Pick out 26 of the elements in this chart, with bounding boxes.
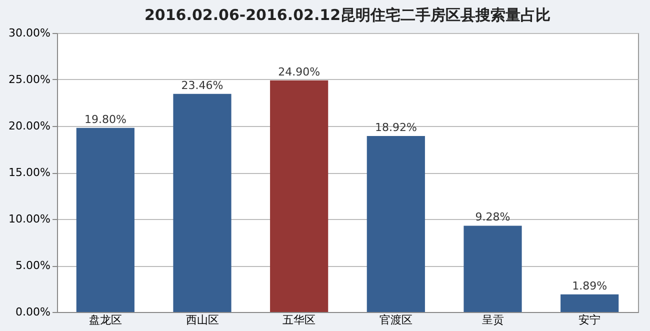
chart-title: 2016.02.06-2016.02.12昆明住宅二手房区县搜索量占比 — [144, 6, 551, 24]
data-label: 1.89% — [572, 279, 608, 292]
y-tick-label: 15.00% — [8, 166, 50, 179]
data-label: 23.46% — [181, 78, 224, 92]
data-label: 18.92% — [374, 121, 417, 134]
bar — [270, 80, 328, 312]
y-tick-label: 0.00% — [16, 306, 50, 318]
x-tick-label: 呈贡 — [482, 314, 504, 326]
y-tick-label: 25.00% — [8, 73, 50, 86]
bar — [366, 136, 425, 312]
data-label: 24.90% — [278, 65, 320, 78]
data-label: 9.28% — [475, 210, 510, 224]
x-tick-label: 安宁 — [578, 314, 601, 326]
data-label: 19.80% — [84, 112, 126, 126]
x-tick-label: 五华区 — [282, 314, 316, 326]
bar — [464, 226, 522, 312]
y-tick-label: 30.00% — [8, 26, 50, 40]
bar — [173, 94, 232, 312]
bar — [76, 128, 134, 312]
x-tick-label: 盘龙区 — [88, 314, 122, 326]
y-tick-label: 20.00% — [8, 120, 50, 132]
bar — [560, 294, 619, 312]
x-tick-label: 西山区 — [186, 314, 219, 326]
y-tick-label: 5.00% — [16, 259, 50, 272]
y-tick-label: 10.00% — [8, 212, 50, 226]
x-tick-label: 官渡区 — [379, 314, 412, 326]
